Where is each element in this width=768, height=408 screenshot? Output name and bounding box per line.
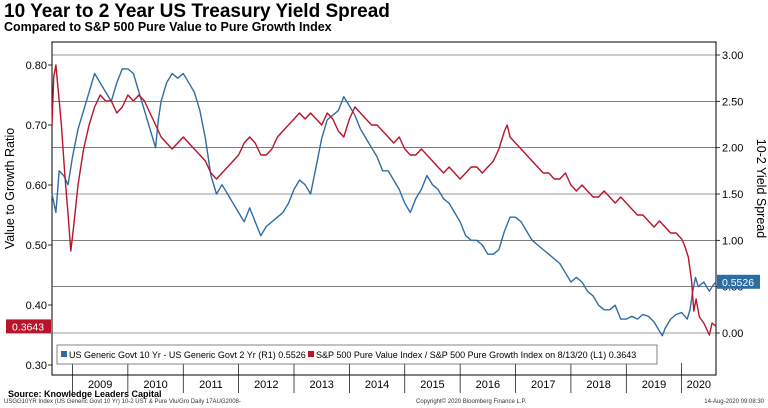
series-line-yield-spread [51,68,717,337]
footer-left: USGG10YR Index (US Generic Govt 10 Yr) 1… [4,399,241,405]
last-value-flag-value-growth [6,319,51,334]
x-tick-label: 2018 [586,379,610,391]
x-tick-label: 2011 [199,379,223,391]
legend-label-yield-spread: US Generic Govt 10 Yr - US Generic Govt … [69,350,306,360]
right-tick-label: 3.00 [722,50,743,62]
left-tick-label: 0.50 [26,240,47,252]
x-tick-label: 2013 [309,379,333,391]
legend-swatch-value-growth [308,351,314,357]
chart-title: 10 Year to 2 Year US Treasury Yield Spre… [4,1,390,22]
series-line-value-growth [51,64,717,336]
legend-swatch-yield-spread [61,351,67,357]
left-tick-label: 0.40 [26,300,47,312]
left-tick-label: 0.70 [26,120,47,132]
right-tick-label: 2.00 [722,143,743,155]
x-tick-label: 2014 [365,379,389,391]
right-tick-label: 1.00 [722,235,743,247]
x-tick-label: 2012 [254,379,278,391]
chart-subtitle: Compared to S&P 500 Pure Value to Pure G… [4,20,332,34]
x-tick-label: 2010 [143,379,167,391]
x-tick-label: 2015 [420,379,444,391]
last-value-label-value-growth: 0.3643 [12,321,44,333]
x-tick-label: 2020 [687,379,711,391]
x-tick-label: 2009 [88,379,112,391]
last-value-label-yield-spread: 0.5526 [722,277,754,289]
left-tick-label: 0.30 [26,360,47,372]
footer-copyright: Copyright© 2020 Bloomberg Finance L.P. [416,399,527,405]
x-tick-label: 2016 [476,379,500,391]
x-tick-label: 2017 [531,379,555,391]
last-value-flag-yield-spread [717,274,760,289]
x-tick-label: 2019 [642,379,666,391]
right-tick-label: 0.00 [722,328,743,340]
legend-label-value-growth: S&P 500 Pure Value Index / S&P 500 Pure … [316,350,636,360]
left-tick-label: 0.60 [26,180,47,192]
plot-area [51,41,717,376]
left-tick-label: 0.80 [26,60,47,72]
legend-box [56,344,658,365]
source-note: Source: Knowledge Leaders Capital [8,389,162,399]
right-tick-label: 2.50 [722,96,743,108]
y-axis-title-right: 10-2 Yield Spread [754,139,768,238]
y-axis-title-left: Value to Growth Ratio [3,128,17,249]
right-tick-label: 1.50 [722,189,743,201]
footer-timestamp: 14-Aug-2020 09:08:30 [704,399,764,405]
